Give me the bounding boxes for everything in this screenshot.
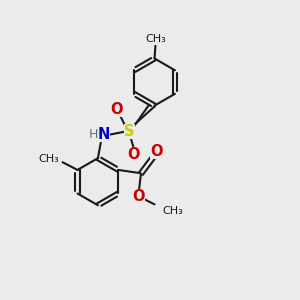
Text: O: O [127, 147, 140, 162]
Text: CH₃: CH₃ [162, 206, 183, 216]
Text: N: N [98, 127, 110, 142]
Text: O: O [132, 189, 145, 204]
Text: CH₃: CH₃ [39, 154, 59, 164]
Text: S: S [124, 124, 135, 140]
Text: O: O [150, 144, 163, 159]
Text: O: O [111, 102, 123, 117]
Text: H: H [89, 128, 98, 141]
Text: CH₃: CH₃ [145, 34, 166, 44]
